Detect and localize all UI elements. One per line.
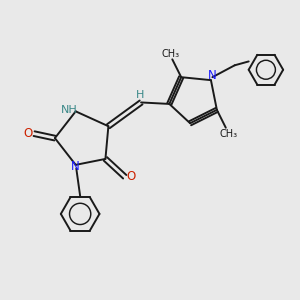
Text: O: O — [23, 127, 32, 140]
Text: CH₃: CH₃ — [162, 49, 180, 59]
Text: O: O — [127, 170, 136, 183]
Text: N: N — [71, 160, 80, 173]
Text: NH: NH — [61, 105, 77, 115]
Text: N: N — [208, 69, 217, 82]
Text: CH₃: CH₃ — [220, 129, 238, 139]
Text: H: H — [135, 90, 144, 100]
